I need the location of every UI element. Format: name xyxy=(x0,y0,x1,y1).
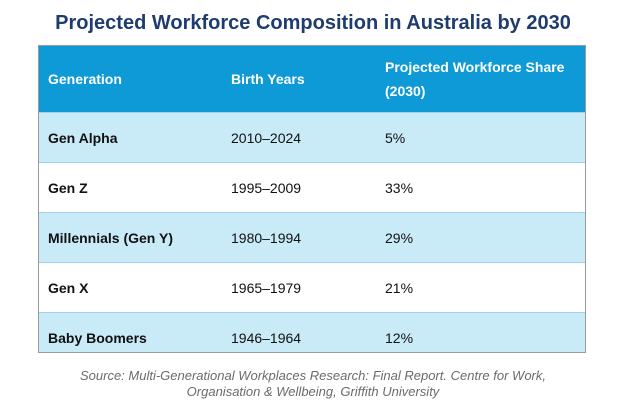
cell-share: 5% xyxy=(376,112,585,163)
cell-birth-years: 2010–2024 xyxy=(222,112,376,163)
table-header-row: Generation Birth Years Projected Workfor… xyxy=(39,46,585,113)
chart-title: Projected Workforce Composition in Austr… xyxy=(55,12,571,34)
table-row: Gen Z 1995–2009 33% xyxy=(39,162,585,213)
table-row: Millennials (Gen Y) 1980–1994 29% xyxy=(39,212,585,263)
cell-share: 12% xyxy=(376,312,585,352)
source-note: Source: Multi-Generational Workplaces Re… xyxy=(0,368,626,400)
table-row: Gen X 1965–1979 21% xyxy=(39,262,585,313)
cell-share: 21% xyxy=(376,262,585,313)
cell-generation: Millennials (Gen Y) xyxy=(39,212,222,263)
column-header-birth-years: Birth Years xyxy=(222,46,376,113)
cell-generation: Gen Alpha xyxy=(39,112,222,163)
table-row: Baby Boomers 1946–1964 12% xyxy=(39,312,585,352)
cell-generation: Gen Z xyxy=(39,162,222,213)
cell-share: 33% xyxy=(376,162,585,213)
column-header-generation: Generation xyxy=(39,46,222,113)
cell-share: 29% xyxy=(376,212,585,263)
column-header-share: Projected Workforce Share (2030) xyxy=(376,46,585,113)
source-line-2: Organisation & Wellbeing, Griffith Unive… xyxy=(186,384,440,399)
cell-birth-years: 1980–1994 xyxy=(222,212,376,263)
cell-birth-years: 1965–1979 xyxy=(222,262,376,313)
cell-birth-years: 1995–2009 xyxy=(222,162,376,213)
workforce-table: Generation Birth Years Projected Workfor… xyxy=(38,45,586,353)
source-line-1: Source: Multi-Generational Workplaces Re… xyxy=(79,368,546,383)
cell-birth-years: 1946–1964 xyxy=(222,312,376,352)
cell-generation: Baby Boomers xyxy=(39,312,222,352)
cell-generation: Gen X xyxy=(39,262,222,313)
table-row: Gen Alpha 2010–2024 5% xyxy=(39,112,585,163)
